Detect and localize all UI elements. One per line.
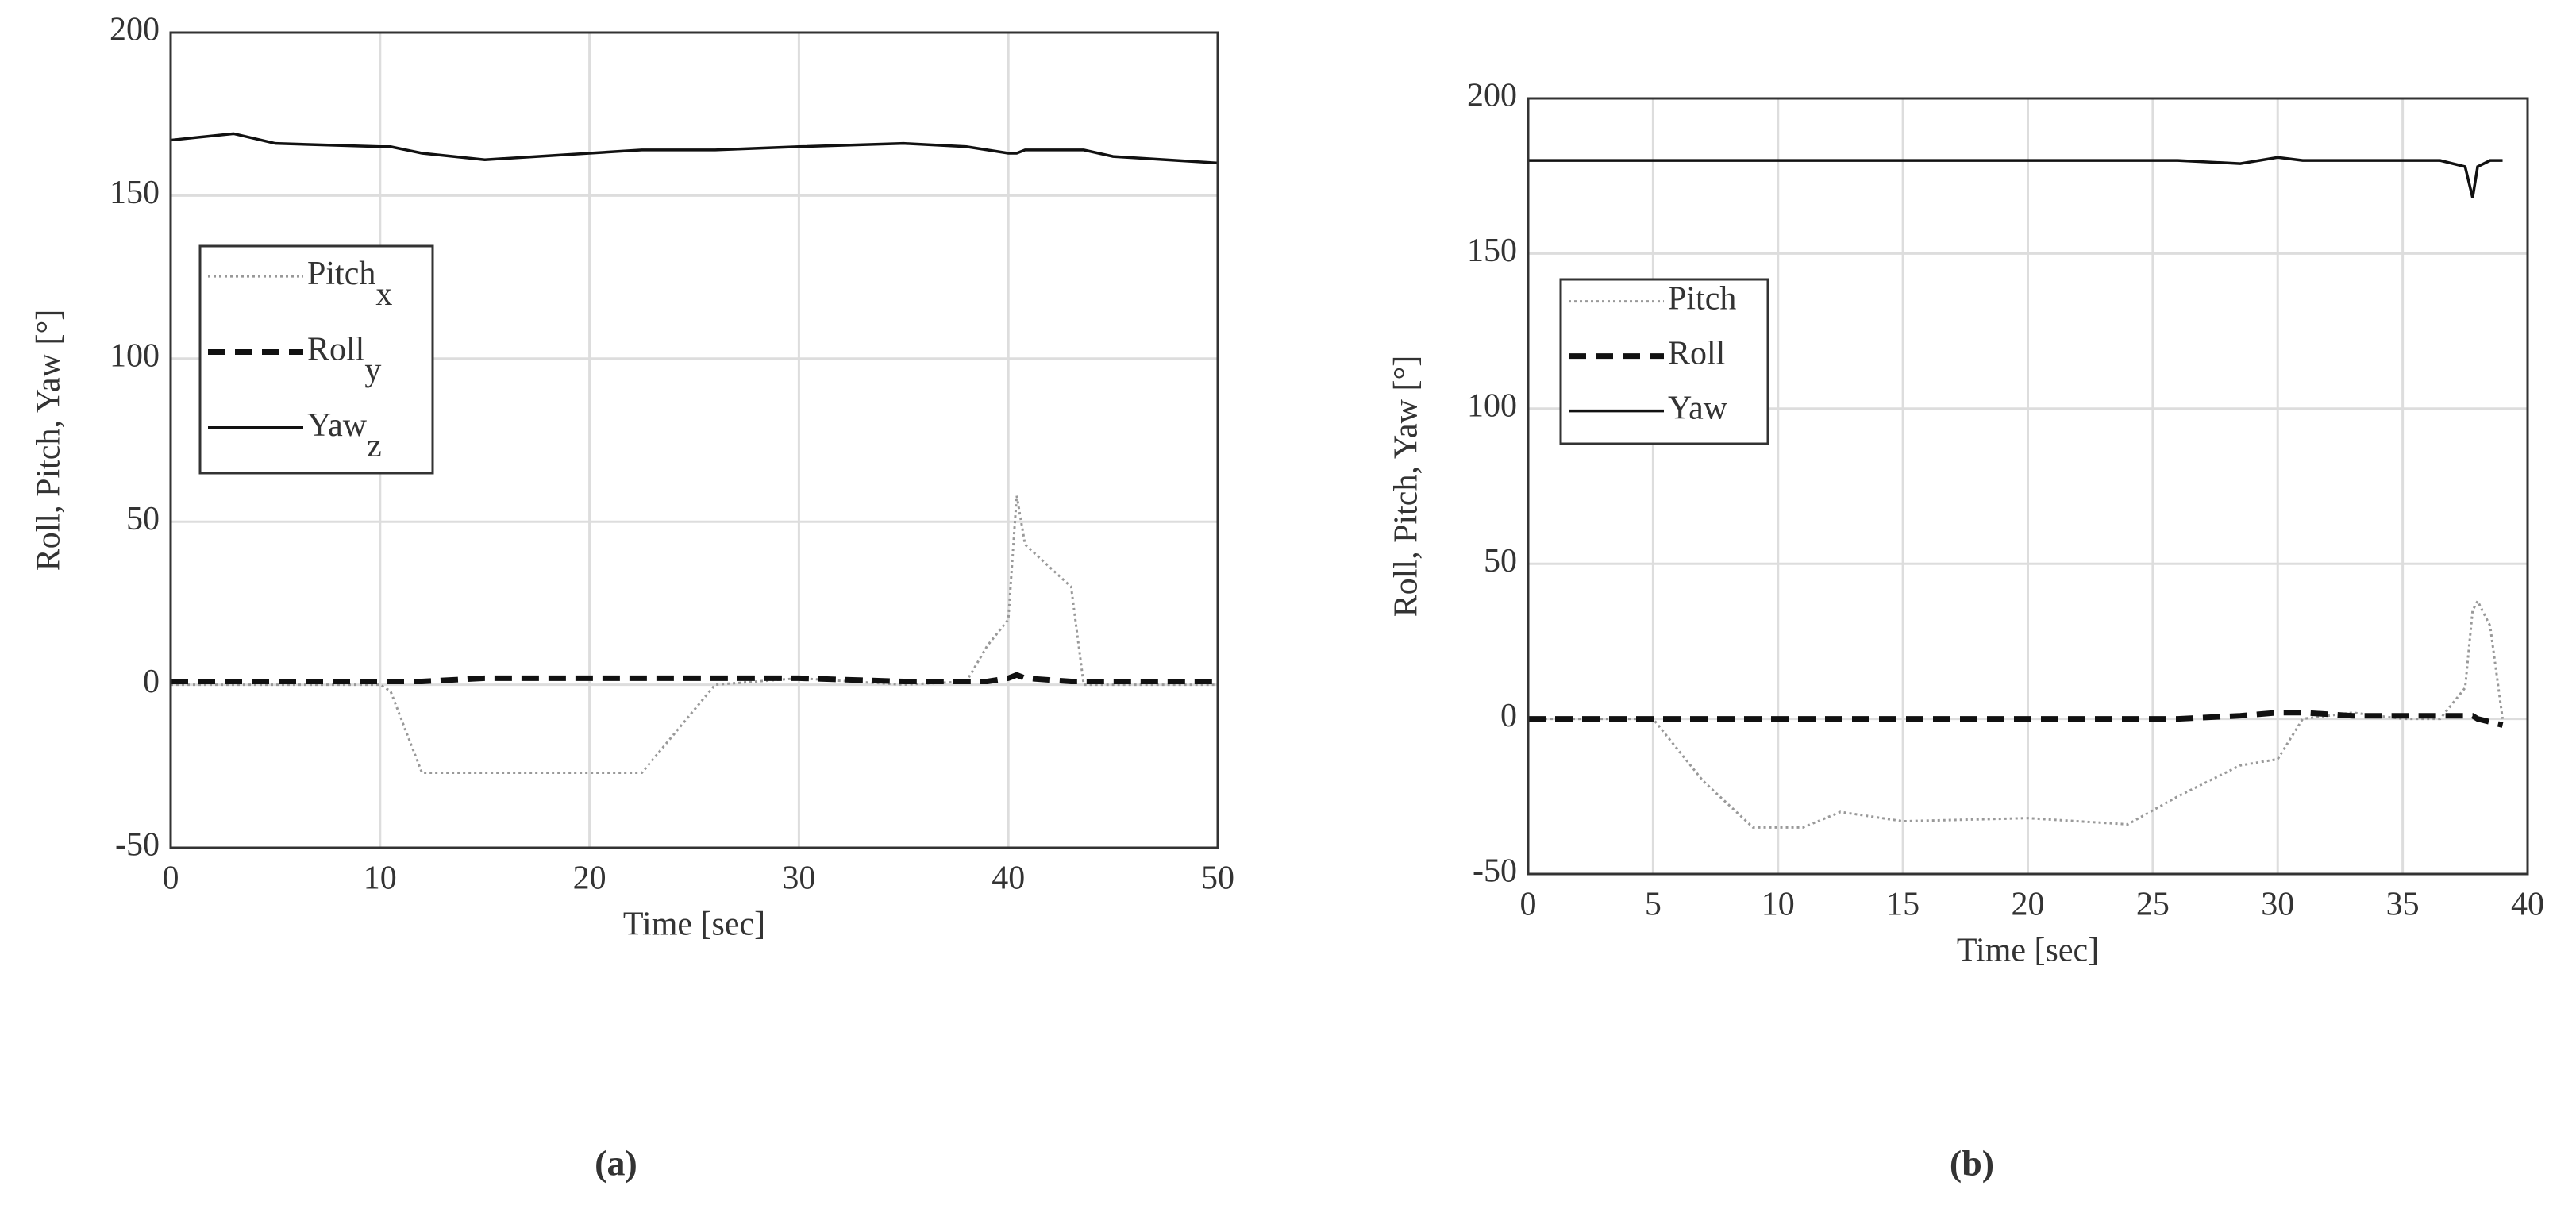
x-tick-label: 40 bbox=[992, 860, 1025, 897]
y-tick-label: 200 bbox=[110, 12, 160, 48]
legend-subscript: y bbox=[364, 352, 381, 388]
y-tick-label: 150 bbox=[110, 175, 160, 211]
y-tick-label: -50 bbox=[115, 827, 160, 864]
x-tick-label: 10 bbox=[364, 860, 397, 897]
legend-name: Pitch bbox=[307, 256, 375, 292]
y-tick-label: 200 bbox=[1467, 78, 1517, 114]
legend-label: Roll bbox=[1668, 335, 1725, 372]
plot-frame bbox=[169, 31, 1219, 849]
data-line bbox=[1528, 710, 2504, 728]
x-tick-label: 25 bbox=[2136, 887, 2170, 923]
data-line bbox=[171, 672, 1218, 684]
x-tick-label: 20 bbox=[573, 860, 606, 897]
x-tick-label: 15 bbox=[1886, 887, 1919, 923]
x-tick-label: 30 bbox=[782, 860, 815, 897]
y-tick-label: 50 bbox=[1484, 543, 1517, 579]
y-tick-label: 0 bbox=[143, 664, 160, 700]
y-axis-label: Roll, Pitch, Yaw [°] bbox=[1388, 356, 1425, 618]
y-axis-label: Roll, Pitch, Yaw [°] bbox=[31, 310, 67, 572]
caption: (b) bbox=[1950, 1143, 1994, 1184]
legend-box bbox=[1559, 278, 1769, 445]
legend-name: Roll bbox=[1668, 335, 1725, 372]
legend-label: Rolly bbox=[307, 331, 381, 388]
data-line bbox=[170, 132, 1219, 165]
legend-name: Yaw bbox=[1668, 390, 1728, 426]
legend: Pitch Roll Yaw bbox=[1559, 278, 1769, 445]
legend: Pitchx Rolly Yawz bbox=[198, 244, 434, 475]
data-line bbox=[1528, 156, 2503, 198]
legend-subscript: x bbox=[375, 276, 392, 313]
legend-name: Yaw bbox=[307, 406, 368, 443]
x-tick-label: 40 bbox=[2511, 887, 2544, 923]
data-line bbox=[171, 495, 1218, 775]
x-tick-label: 30 bbox=[2261, 887, 2294, 923]
x-tick-label: 35 bbox=[2386, 887, 2420, 923]
x-axis-label: Time [sec] bbox=[1957, 933, 2099, 969]
legend-name: Pitch bbox=[1668, 280, 1736, 317]
y-tick-label: 50 bbox=[126, 501, 160, 537]
data-line bbox=[1528, 598, 2505, 829]
x-tick-label: 0 bbox=[163, 860, 179, 897]
legend-label: Yaw bbox=[1668, 390, 1728, 426]
y-tick-label: 0 bbox=[1500, 698, 1517, 734]
x-tick-label: 5 bbox=[1645, 887, 1662, 923]
y-tick-label: -50 bbox=[1473, 853, 1517, 890]
y-tick-label: 100 bbox=[110, 337, 160, 374]
legend-subscript: z bbox=[367, 427, 382, 464]
plot-frame bbox=[1527, 97, 2529, 876]
legend-box bbox=[198, 244, 434, 475]
y-tick-label: 100 bbox=[1467, 387, 1517, 424]
y-tick-label: 150 bbox=[1467, 233, 1517, 269]
x-axis-label: Time [sec] bbox=[623, 907, 765, 943]
legend-name: Roll bbox=[307, 331, 364, 368]
x-tick-label: 20 bbox=[2012, 887, 2045, 923]
x-tick-label: 0 bbox=[1520, 887, 1537, 923]
legend-label: Pitchx bbox=[307, 256, 392, 313]
legend-label: Yawz bbox=[307, 406, 382, 464]
x-tick-label: 10 bbox=[1762, 887, 1795, 923]
legend-label: Pitch bbox=[1668, 280, 1736, 317]
x-tick-label: 50 bbox=[1201, 860, 1234, 897]
caption: (a) bbox=[595, 1143, 637, 1184]
